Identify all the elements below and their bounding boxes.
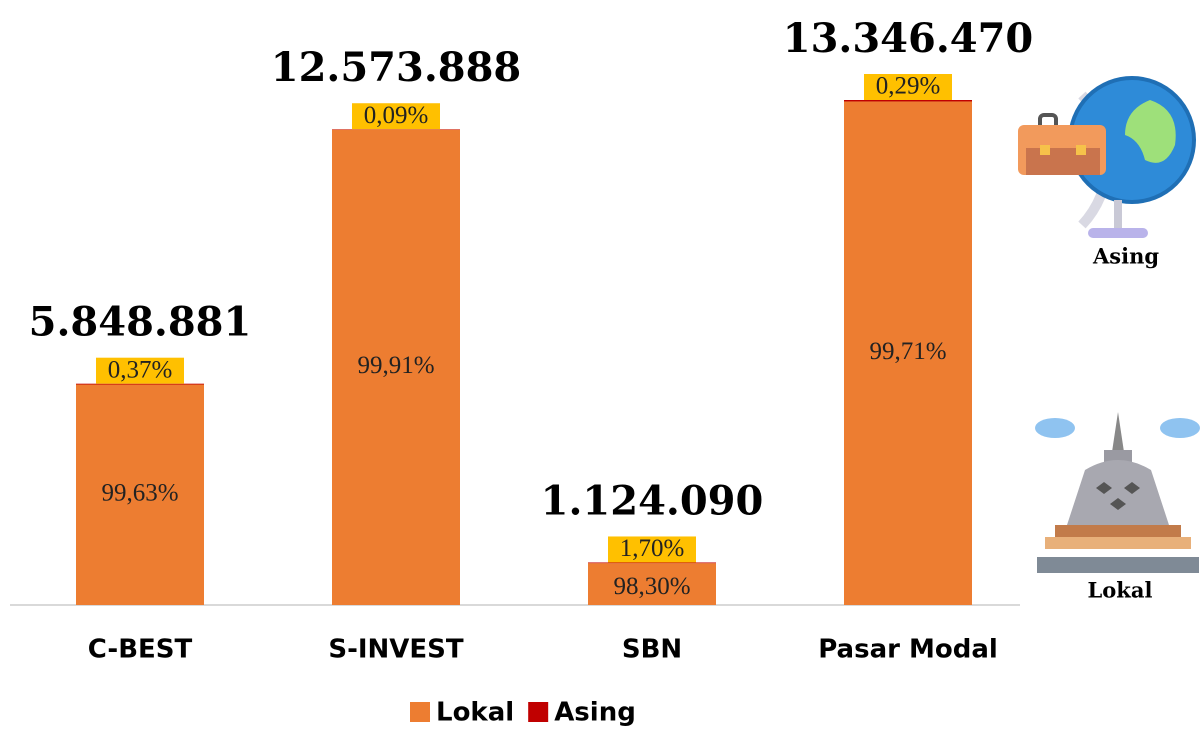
side-label: Asing — [1092, 244, 1159, 269]
side-label: Lokal — [1088, 578, 1153, 603]
legend-swatch — [410, 702, 430, 722]
value-label: 0,09% — [364, 102, 429, 129]
legend-swatch — [528, 702, 548, 722]
chart: Asing Lokal 99,63% 0,37% 5.848.881 C-BEST 99… — [0, 0, 1204, 728]
bar-segment — [588, 562, 716, 563]
total-label: 13.346.470 — [783, 15, 1034, 62]
legend-label: Asing — [554, 698, 636, 728]
legend-label: Lokal — [436, 698, 514, 728]
value-label: 99,91% — [357, 352, 434, 379]
value-label: 99,71% — [869, 338, 946, 365]
bar-segment — [844, 100, 972, 101]
x-tick-label: SBN — [622, 635, 682, 665]
lokal-icon — [1035, 412, 1200, 573]
value-label: 1,70% — [620, 535, 685, 562]
total-label: 12.573.888 — [271, 44, 522, 91]
x-tick-label: S-INVEST — [328, 635, 464, 665]
value-label: 0,37% — [108, 356, 173, 383]
x-tick-label: Pasar Modal — [818, 635, 998, 665]
value-label: 0,29% — [876, 73, 941, 100]
value-label: 99,63% — [101, 479, 178, 506]
asing-icon — [1018, 78, 1194, 238]
total-label: 1.124.090 — [541, 477, 764, 524]
value-label: 98,30% — [613, 573, 690, 600]
bar-segment — [76, 384, 204, 385]
x-tick-label: C-BEST — [88, 635, 193, 665]
total-label: 5.848.881 — [29, 299, 252, 346]
